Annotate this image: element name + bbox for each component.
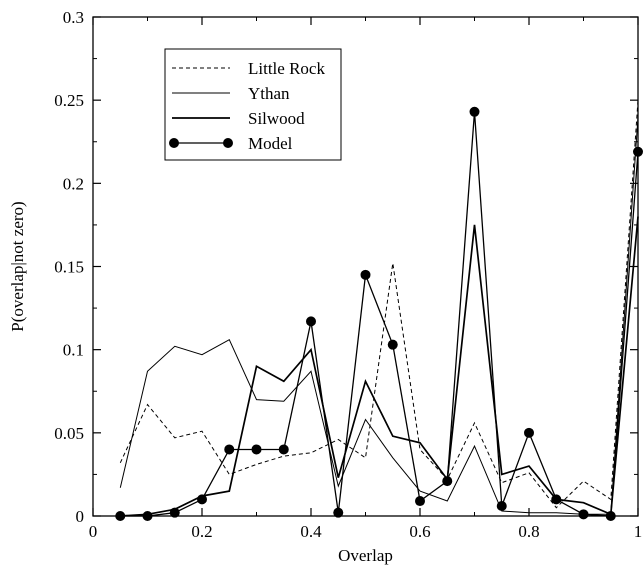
y-tick-label: 0.3 <box>63 8 84 27</box>
series-ythan <box>119 116 639 515</box>
legend-label: Ythan <box>248 84 290 103</box>
x-tick-label: 0.2 <box>191 522 212 541</box>
legend-label: Little Rock <box>248 59 325 78</box>
data-point <box>251 444 262 455</box>
x-tick-label: 0.6 <box>409 522 430 541</box>
data-point <box>387 339 398 350</box>
axis-tick-labels: 0 0.2 0.4 0.6 0.8 1 0 0.05 0.1 0.15 0.2 0.25 0.3 <box>54 8 642 541</box>
data-point <box>469 106 480 117</box>
data-point <box>551 494 562 505</box>
data-point <box>278 444 289 455</box>
data-point <box>442 476 453 487</box>
data-point <box>333 507 344 518</box>
series-line <box>120 216 639 517</box>
data-point <box>197 494 207 505</box>
data-point <box>633 146 643 157</box>
x-tick-label: 0 <box>89 522 98 541</box>
legend-label: Silwood <box>248 109 305 128</box>
legend-label: Model <box>248 134 293 153</box>
x-tick-label: 0.4 <box>300 522 322 541</box>
data-point <box>169 507 180 518</box>
data-point <box>224 444 235 455</box>
y-tick-label: 0.1 <box>63 341 84 360</box>
y-tick-label: 0.25 <box>54 91 84 110</box>
data-point <box>524 427 534 438</box>
y-tick-label: 0.15 <box>54 258 84 277</box>
data-point <box>306 316 316 327</box>
data-point <box>496 501 507 512</box>
data-point <box>142 511 153 521</box>
legend-marker <box>223 138 233 148</box>
x-tick-label: 0.8 <box>518 522 539 541</box>
x-tick-label: 1 <box>634 522 643 541</box>
data-point <box>578 509 589 520</box>
series-model <box>115 106 643 521</box>
series-line <box>120 111 639 517</box>
x-axis-title: Overlap <box>338 546 393 565</box>
data-point <box>605 511 616 521</box>
y-tick-label: 0.2 <box>63 174 84 193</box>
series-line <box>119 116 639 515</box>
y-axis-title: P(overlap|not zero) <box>8 201 27 331</box>
data-point <box>415 496 425 507</box>
data-point <box>360 269 371 280</box>
legend-marker <box>169 138 179 148</box>
legend: Little Rock Ythan Silwood Model <box>164 48 342 161</box>
y-tick-label: 0 <box>76 507 85 526</box>
series-line <box>119 100 639 509</box>
series-silwood <box>120 216 639 517</box>
y-tick-label: 0.05 <box>54 424 84 443</box>
series-layer <box>115 100 643 521</box>
series-little-rock <box>119 100 639 509</box>
data-point <box>115 511 126 521</box>
